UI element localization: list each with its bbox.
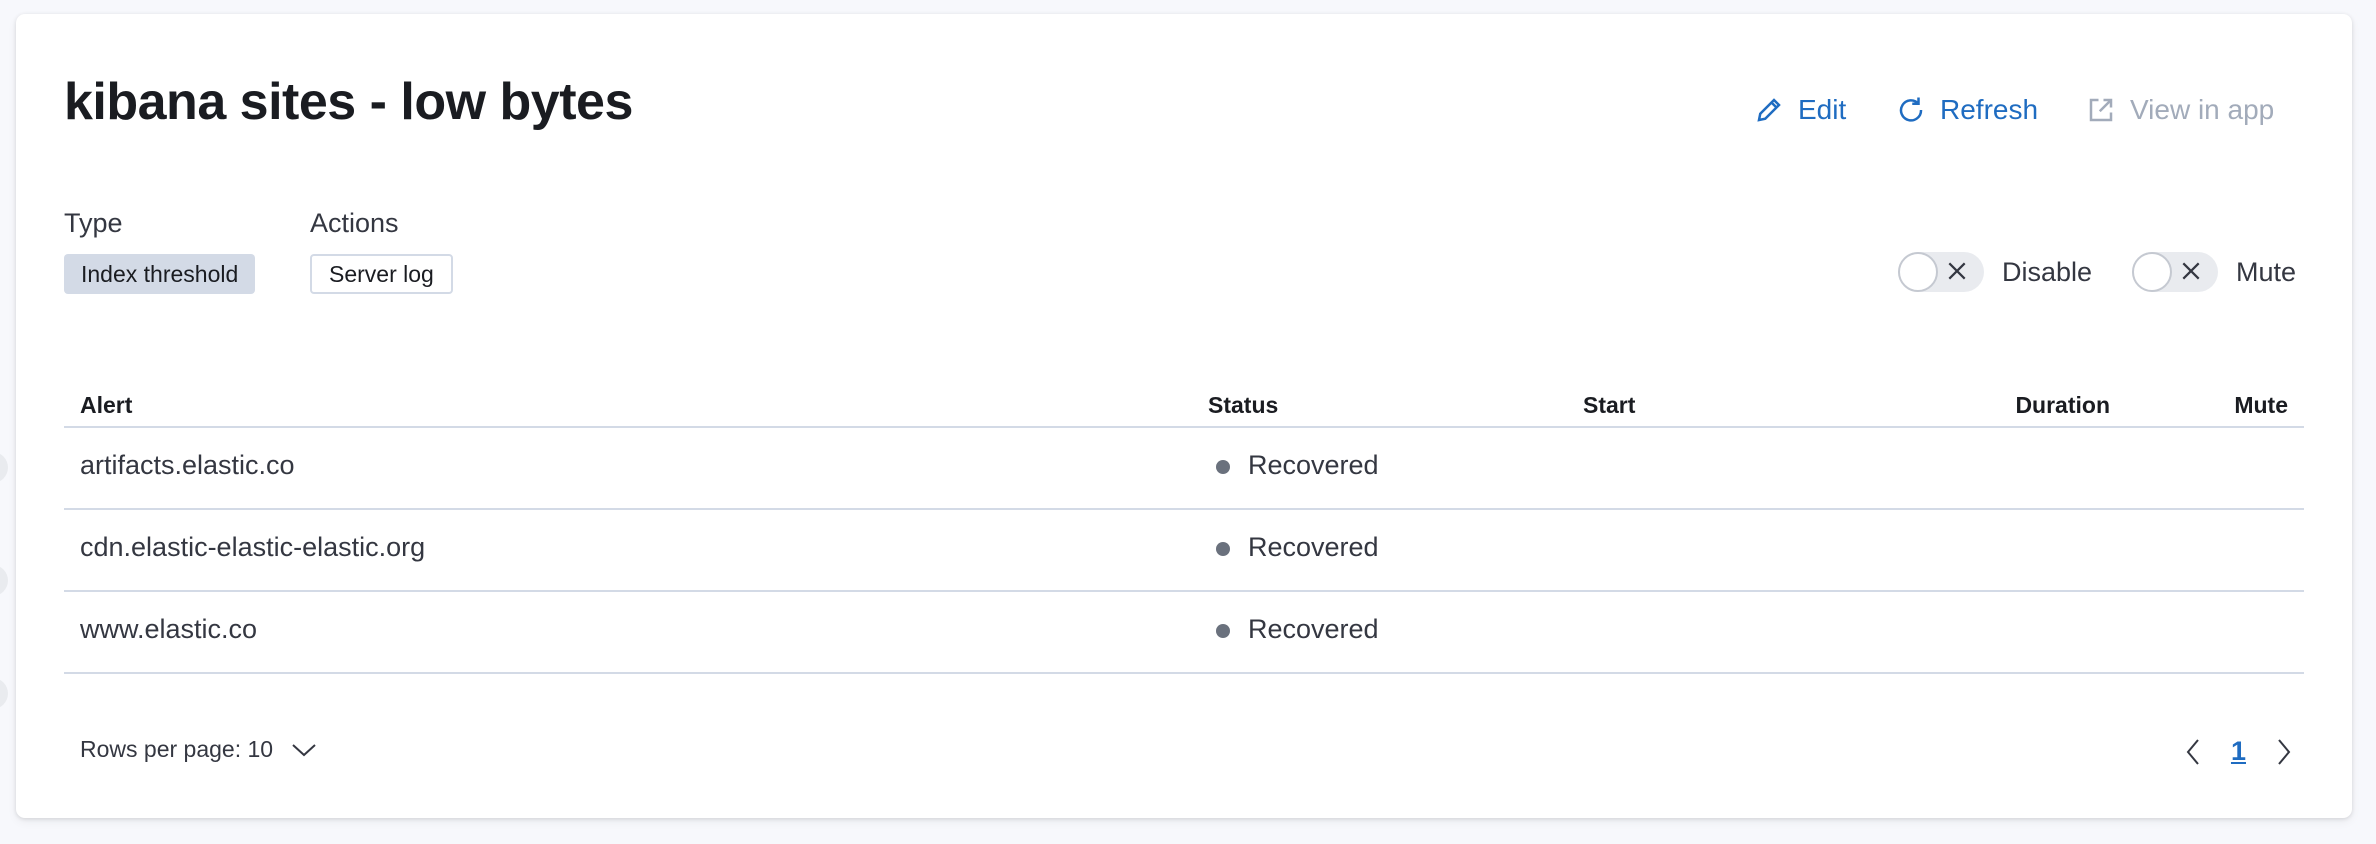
view-in-app-label: View in app: [2130, 94, 2275, 125]
row-mute-toggle[interactable]: [0, 565, 8, 596]
table-row: www.elastic.co Recovered: [0, 76, 2352, 709]
status-cell: Recovered: [1216, 532, 1379, 563]
alert-name: cdn.elastic-elastic-elastic.org: [80, 532, 426, 562]
status-text: Recovered: [1248, 532, 1379, 562]
status-text: Recovered: [1248, 614, 1379, 644]
divider: [64, 590, 2304, 592]
type-badge: Index threshold: [64, 254, 256, 294]
rows-per-page-button[interactable]: Rows per page: 10: [80, 736, 317, 763]
refresh-button[interactable]: Refresh: [1896, 94, 2038, 126]
mute-switch[interactable]: Mute: [2132, 252, 2296, 292]
mute-label: Mute: [2236, 256, 2297, 287]
disable-label: Disable: [2002, 256, 2093, 287]
pagination: 1: [2185, 736, 2292, 767]
status-cell: Recovered: [1216, 450, 1379, 481]
divider: [64, 508, 2304, 510]
divider: [64, 672, 2304, 674]
status-text: Recovered: [1248, 450, 1379, 480]
cross-icon: [1948, 262, 1966, 280]
refresh-label: Refresh: [1940, 94, 2039, 125]
edit-button[interactable]: Edit: [1754, 94, 1846, 126]
column-header-duration[interactable]: Duration: [2015, 392, 2110, 418]
external-link-icon: [2089, 98, 2113, 122]
rows-per-page-label: Rows per page: 10: [80, 736, 274, 762]
page-1-button[interactable]: 1: [2230, 736, 2246, 766]
pencil-icon: [1757, 98, 1781, 122]
disable-switch[interactable]: Disable: [1898, 252, 2092, 292]
toggle-knob: [1898, 252, 1938, 292]
row-mute-toggle[interactable]: [0, 678, 8, 709]
column-header-alert[interactable]: Alert: [80, 392, 133, 418]
status-dot-icon: [1216, 623, 1230, 638]
alert-name: www.elastic.co: [80, 614, 258, 644]
alert-name: artifacts.elastic.co: [80, 450, 295, 480]
chevron-right-icon[interactable]: [2276, 738, 2292, 766]
alert-details-panel: kibana sites - low bytes Edit Refresh Vi…: [0, 14, 2352, 818]
toggle-knob: [2132, 252, 2172, 292]
disable-toggle[interactable]: [1898, 252, 1984, 292]
divider: [64, 426, 2304, 428]
action-badge: Server log: [310, 254, 453, 294]
table-row: cdn.elastic-elastic-elastic.org Recovere…: [0, 45, 2352, 596]
row-mute-toggle[interactable]: [0, 452, 8, 483]
view-in-app-button[interactable]: View in app: [2086, 94, 2274, 126]
chevron-left-icon[interactable]: [2185, 738, 2201, 766]
status-dot-icon: [1216, 541, 1230, 556]
table-row: artifacts.elastic.co Recovered: [0, 14, 2352, 483]
actions-label: Actions: [310, 208, 399, 238]
status-cell: Recovered: [1216, 614, 1379, 645]
chevron-down-icon: [292, 743, 316, 756]
cross-icon: [2182, 262, 2200, 280]
column-header-start[interactable]: Start: [1583, 392, 1636, 418]
refresh-icon: [1899, 97, 1923, 122]
column-header-status[interactable]: Status: [1208, 392, 1279, 418]
column-header-mute: Mute: [2234, 392, 2288, 418]
mute-toggle[interactable]: [2132, 252, 2218, 292]
edit-label: Edit: [1798, 94, 1847, 125]
page-title: kibana sites - low bytes: [64, 73, 633, 131]
type-label: Type: [64, 208, 123, 238]
status-dot-icon: [1216, 459, 1230, 474]
